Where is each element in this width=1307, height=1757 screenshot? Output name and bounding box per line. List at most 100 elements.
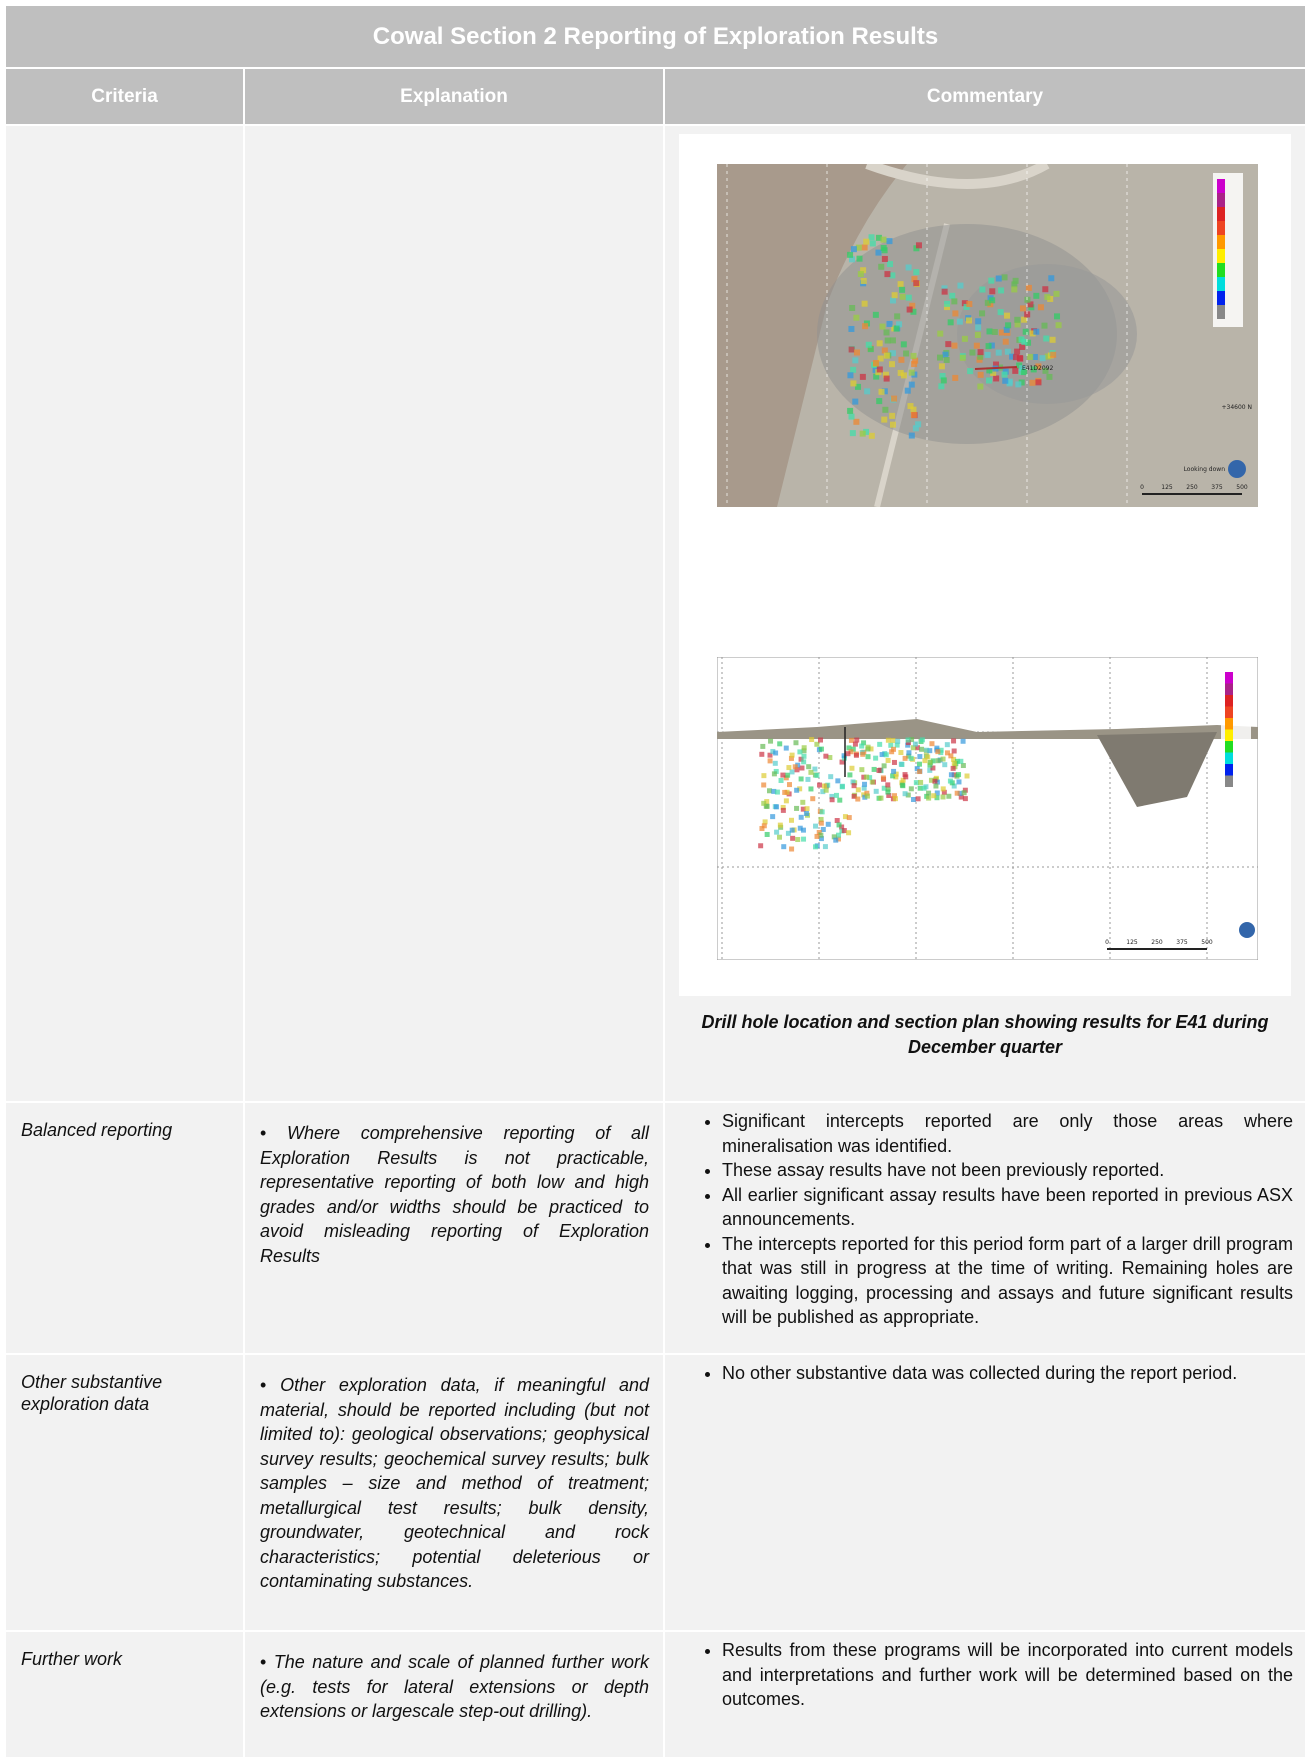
grade-block — [974, 343, 980, 349]
grade-block — [939, 363, 945, 369]
grade-block — [948, 319, 954, 325]
grade-block — [814, 742, 819, 747]
grade-block — [875, 250, 881, 256]
grade-block — [979, 310, 985, 316]
scale-label: 0 — [1140, 484, 1144, 491]
legend-swatch — [1217, 277, 1225, 291]
grade-block — [961, 739, 966, 744]
grade-block — [952, 310, 958, 316]
criteria: Balanced reporting — [6, 1103, 243, 1353]
grade-block — [941, 377, 947, 383]
grade-block — [858, 271, 864, 277]
grade-block — [1053, 291, 1059, 297]
grade-block — [915, 421, 921, 427]
grade-block — [969, 350, 975, 356]
grade-block — [917, 762, 922, 767]
grade-block — [814, 773, 819, 778]
grade-block — [866, 754, 871, 759]
grade-block — [892, 292, 898, 298]
grade-block — [761, 801, 766, 806]
grade-block — [847, 408, 853, 414]
grade-block — [951, 298, 957, 304]
grade-block — [919, 747, 924, 752]
commentary: Significant intercepts reported are only… — [665, 1103, 1305, 1353]
grade-block — [894, 313, 900, 319]
grade-block — [847, 372, 853, 378]
grade-block — [952, 748, 957, 753]
grade-block — [866, 745, 871, 750]
grade-block — [1002, 372, 1008, 378]
grade-block — [966, 301, 972, 307]
grade-block — [852, 357, 858, 363]
grade-block — [926, 791, 931, 796]
grade-block — [859, 744, 864, 749]
grade-block — [926, 796, 931, 801]
orientation-icon — [1228, 460, 1246, 478]
grade-block — [929, 741, 934, 746]
grade-block — [955, 791, 960, 796]
explanation-text: The nature and scale of planned further … — [260, 1650, 649, 1724]
grade-block — [887, 321, 893, 327]
scale-label: 375 — [1176, 939, 1188, 946]
grade-block — [865, 794, 870, 799]
scale-label: 250 — [1151, 939, 1163, 946]
grade-block — [911, 353, 917, 359]
grade-block — [1029, 380, 1035, 386]
grade-block — [873, 360, 879, 366]
grade-block — [898, 357, 904, 363]
grade-block — [813, 824, 818, 829]
grade-block — [944, 301, 950, 307]
grade-block — [794, 788, 799, 793]
grade-block — [853, 419, 859, 425]
table-title: Cowal Section 2 Reporting of Exploration… — [6, 6, 1305, 67]
grade-block — [951, 343, 957, 349]
grade-block — [1021, 317, 1027, 323]
grade-block — [864, 388, 870, 394]
grade-block — [1035, 379, 1041, 385]
grade-block — [946, 794, 951, 799]
grade-block — [931, 793, 936, 798]
criteria: Further work — [6, 1632, 243, 1757]
grade-block — [938, 383, 944, 389]
grade-block — [847, 772, 852, 777]
grade-block — [957, 283, 963, 289]
legend-swatch — [1225, 764, 1233, 776]
grade-block — [881, 417, 887, 423]
grade-block — [903, 774, 908, 779]
grade-block — [918, 780, 923, 785]
grade-block — [936, 758, 941, 763]
grade-block — [885, 782, 890, 787]
grade-block — [989, 288, 995, 294]
grade-block — [1042, 286, 1048, 292]
grade-block — [879, 324, 885, 330]
grade-block — [870, 779, 875, 784]
grade-block — [979, 287, 985, 293]
grade-block — [913, 742, 918, 747]
grade-block — [833, 838, 838, 843]
grade-block — [1023, 329, 1029, 335]
grade-block — [986, 343, 992, 349]
grade-block — [986, 328, 992, 334]
commentary-item: Significant intercepts reported are only… — [722, 1109, 1293, 1158]
grade-block — [1004, 313, 1010, 319]
grade-block — [782, 790, 787, 795]
grade-block — [849, 766, 854, 771]
grade-block — [860, 752, 865, 757]
grade-block — [978, 372, 984, 378]
grade-block — [851, 246, 857, 252]
grade-block — [881, 775, 886, 780]
grade-block — [790, 753, 795, 758]
grade-block — [866, 342, 872, 348]
grade-block — [854, 753, 859, 758]
grade-block — [1015, 381, 1021, 387]
grade-block — [998, 309, 1004, 315]
grade-block — [855, 797, 860, 802]
grade-block — [1005, 322, 1011, 328]
grade-block — [942, 289, 948, 295]
grade-block — [892, 760, 897, 765]
grade-block — [911, 797, 916, 802]
grade-block — [801, 754, 806, 759]
grade-block — [884, 752, 889, 757]
grade-block — [849, 414, 855, 420]
scale-label: 125 — [1126, 939, 1138, 946]
